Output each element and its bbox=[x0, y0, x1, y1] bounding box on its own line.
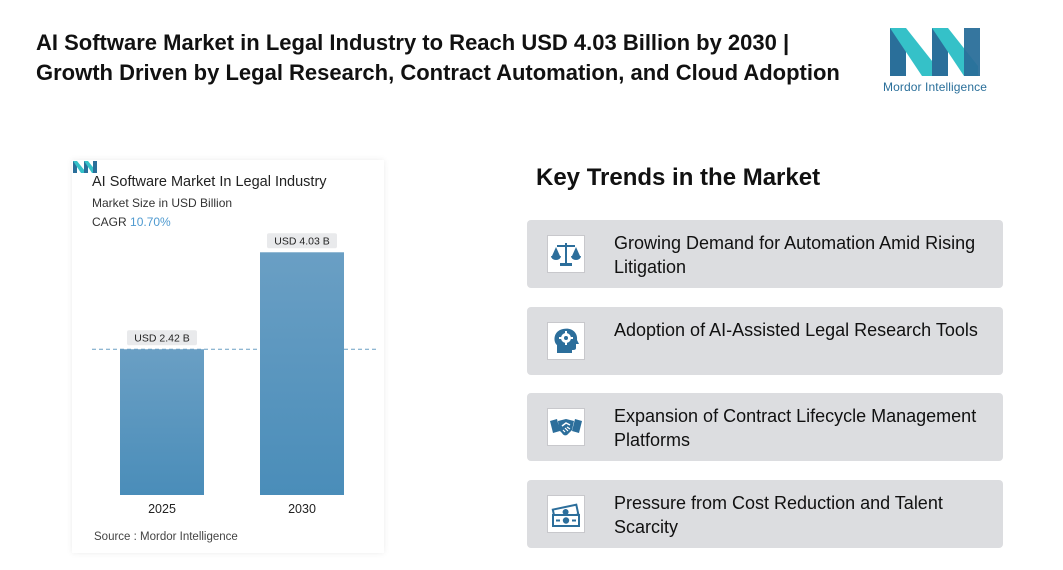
trend-label: Adoption of AI-Assisted Legal Research T… bbox=[614, 320, 978, 340]
value-label-bg bbox=[127, 330, 197, 346]
logo-mark bbox=[890, 28, 980, 76]
trend-label: Expansion of Contract Lifecycle Manageme… bbox=[614, 406, 977, 450]
money-icon bbox=[547, 495, 585, 533]
chart-subtitle: Market Size in USD Billion bbox=[92, 196, 233, 210]
page-title: AI Software Market in Legal Industry to … bbox=[36, 30, 840, 85]
chart-title: AI Software Market In Legal Industry bbox=[92, 174, 327, 190]
bar-2030 bbox=[260, 252, 344, 495]
key-trends-title: Key Trends in the Market bbox=[536, 164, 821, 191]
mini-logo-icon bbox=[73, 161, 97, 173]
value-label: USD 2.42 B bbox=[134, 332, 189, 344]
scales-icon bbox=[547, 235, 585, 273]
trend-card-contract-lifecycle: Expansion of Contract Lifecycle Manageme… bbox=[527, 393, 1003, 461]
cagr-label: CAGR bbox=[92, 215, 127, 229]
cagr: CAGR 10.70% bbox=[92, 215, 171, 229]
trend-card-cost-reduction: Pressure from Cost Reduction and Talent … bbox=[527, 480, 1003, 548]
trend-label: Pressure from Cost Reduction and Talent … bbox=[614, 493, 943, 537]
x-tick-label: 2025 bbox=[148, 502, 176, 516]
x-tick-label: 2030 bbox=[288, 502, 316, 516]
brain-gear-icon bbox=[547, 322, 585, 360]
market-size-chart-card: USD 2.42 B 2025 USD 4.03 B 2030 AI Software… bbox=[72, 160, 384, 553]
value-label-bg bbox=[267, 233, 337, 249]
value-label: USD 4.03 B bbox=[274, 235, 329, 247]
trend-card-legal-research: Adoption of AI-Assisted Legal Research T… bbox=[527, 307, 1003, 375]
trend-card-automation: Growing Demand for Automation Amid Risin… bbox=[527, 220, 1003, 288]
chart-source: Source : Mordor Intelligence bbox=[94, 531, 238, 543]
logo-text: Mordor Intelligence bbox=[883, 80, 987, 94]
mordor-intelligence-logo: Mordor Intelligence bbox=[876, 26, 994, 98]
bar-chart: USD 2.42 B 2025 USD 4.03 B 2030 bbox=[92, 233, 376, 516]
trend-label: Growing Demand for Automation Amid Risin… bbox=[614, 233, 976, 277]
handshake-icon bbox=[547, 408, 585, 446]
bar-2025 bbox=[120, 349, 204, 495]
cagr-value: 10.70% bbox=[130, 215, 171, 229]
